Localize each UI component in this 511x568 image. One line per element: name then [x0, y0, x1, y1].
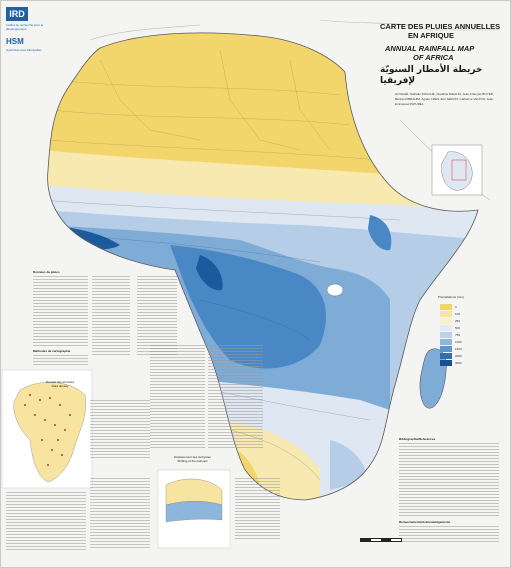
legend-swatch: [440, 339, 452, 345]
hsm-logo-subtitle: HydroSciences Montpellier: [6, 48, 42, 52]
title-english-line2: OF AFRICA: [413, 53, 454, 62]
scale-bar: [360, 538, 402, 542]
inset-left-title-fr: Densité des données: [45, 380, 75, 384]
legend-label: 750: [455, 333, 461, 337]
heading-bibliography: Bibliographie/References: [399, 437, 436, 441]
inset-bottom-title-en: Shifting of the isohyets: [177, 459, 208, 463]
text-column-3: [137, 276, 177, 356]
legend-label: 1000: [455, 340, 462, 344]
title-english-line1: ANNUAL RAINFALL MAP: [385, 44, 475, 53]
africa-coastline: [47, 32, 479, 501]
authors: Gil MAHÉ, Nathalie ROUCHÉ, Claudine DIEU…: [395, 92, 495, 106]
ird-logo-subtitle: Institut de recherche pour le développem…: [6, 23, 44, 31]
text-arabic-3: [235, 478, 280, 540]
text-column-1: [33, 276, 88, 346]
legend-swatch: [440, 353, 452, 359]
title-french-line1: CARTE DES PLUIES ANNUELLES: [380, 22, 501, 31]
legend-swatch: [440, 325, 452, 331]
title-french-line2: EN AFRIQUE: [408, 31, 454, 40]
legend-label: 1500: [455, 347, 462, 351]
legend-swatch: [440, 318, 452, 324]
legend-label: 2000: [455, 354, 462, 358]
bibliography-text: [399, 443, 499, 518]
text-column-1b: [33, 355, 88, 367]
text-arabic-2: [90, 478, 150, 548]
text-column-4: [90, 400, 150, 460]
legend-swatch: [440, 360, 452, 366]
legend-label: 100: [455, 312, 461, 316]
isohyet-shift-inset: [157, 469, 231, 549]
acknowledgements-text: [399, 526, 499, 544]
legend-label: 250: [455, 319, 461, 323]
title-arabic: خريطة الأمطار السنويّة لإفريقيا: [380, 65, 483, 86]
legend-label: 3000: [455, 361, 462, 365]
data-density-inset: [1, 369, 93, 489]
lake-victoria: [326, 283, 344, 297]
text-arabic-1: [6, 492, 86, 552]
legend-swatch: [440, 346, 452, 352]
inset-bottom-title-fr: Déplacement des isohyètes: [174, 455, 211, 459]
inset-left-title: Densité des données Data density: [35, 380, 85, 388]
legend-swatch: [440, 332, 452, 338]
heading-rainfall-data: Données de pluies: [33, 270, 60, 274]
title-french: CARTE DES PLUIES ANNUELLES EN AFRIQUE: [380, 22, 510, 40]
inset-left-title-en: Data density: [51, 384, 69, 388]
legend-title: Précipitations (mm): [438, 295, 464, 299]
ird-logo: IRD: [6, 7, 28, 21]
legend-swatch: [440, 311, 452, 317]
heading-methods: Méthodes de cartographie: [33, 349, 71, 353]
heading-acknowledgements: Remerciements/Acknowledgements: [399, 520, 451, 524]
text-column-6: [208, 345, 263, 450]
text-column-5: [150, 345, 205, 450]
inset-bottom-title: Déplacement des isohyètes Shifting of th…: [170, 455, 215, 463]
hsm-logo: HSM: [6, 37, 24, 46]
legend-label: 0: [455, 305, 457, 309]
legend-swatch: [440, 304, 452, 310]
madagascar: [419, 348, 447, 409]
title-english: ANNUAL RAINFALL MAP OF AFRICA: [385, 44, 509, 62]
text-column-2: [92, 276, 130, 356]
legend-label: 500: [455, 326, 461, 330]
